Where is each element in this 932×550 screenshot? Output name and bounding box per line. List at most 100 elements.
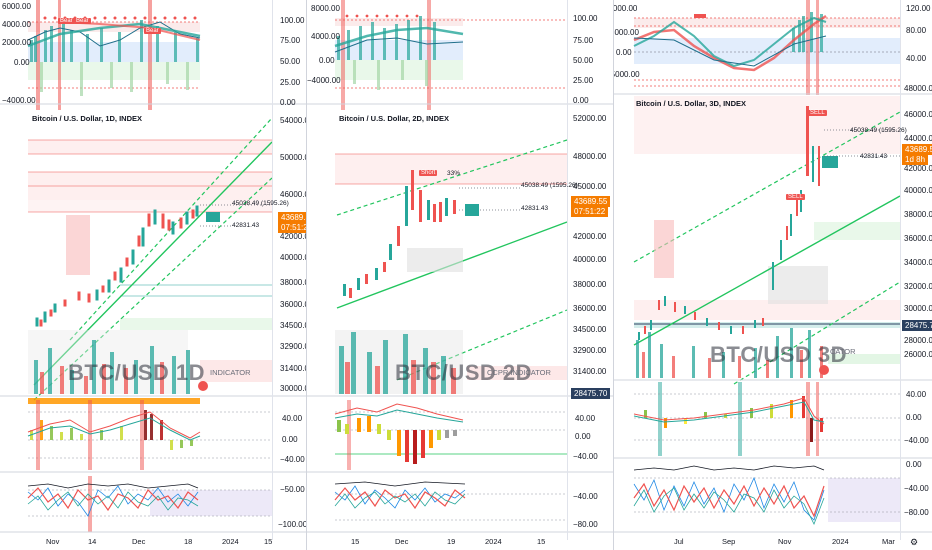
osc-axis-label: −40.00 bbox=[904, 436, 929, 445]
bottom-axis-label: −40.00 bbox=[573, 492, 598, 501]
osc-axis-label: 0.00 bbox=[906, 413, 922, 422]
price-axis-label: 36000.00 bbox=[904, 234, 932, 243]
time-axis-label: Nov bbox=[46, 537, 60, 546]
chart-canvas-1d[interactable] bbox=[0, 0, 306, 550]
settings-gear-icon[interactable]: ⚙ bbox=[910, 537, 919, 547]
top-axis-left-label: 6000.00 bbox=[2, 2, 31, 11]
price-axis-label: 42000.00 bbox=[280, 232, 306, 241]
price-axis-label: 32900.00 bbox=[573, 346, 607, 355]
time-axis-label: 2024 bbox=[485, 537, 502, 546]
price-axis-label: 46000.00 bbox=[280, 190, 306, 199]
symbol-watermark: BTC/USD 2D bbox=[395, 360, 533, 385]
top-axis-right-label: 25.00 bbox=[280, 78, 301, 87]
price-axis-label: 44000.00 bbox=[904, 134, 932, 143]
price-countdown: 07:51:22 bbox=[278, 222, 306, 233]
price-axis-label: 32900.00 bbox=[280, 342, 306, 351]
price-axis-2d[interactable] bbox=[567, 0, 568, 540]
top-axis-right-label: 25.00 bbox=[573, 76, 594, 85]
osc-axis-label: 0.00 bbox=[282, 435, 298, 444]
top-axis-right-label: 120.00 bbox=[906, 4, 931, 13]
top-axis-left-label: 0.00 bbox=[616, 48, 632, 57]
price-axis-label: 34500.00 bbox=[280, 321, 306, 330]
top-axis-right-label: 50.00 bbox=[280, 57, 301, 66]
indicator-label[interactable]: CATOR bbox=[830, 347, 856, 356]
current-price-tag: 43689.55 bbox=[571, 196, 611, 207]
time-axis-label: Jul bbox=[674, 537, 684, 546]
candles-3d bbox=[638, 106, 820, 340]
top-axis-left-label: 0.00 bbox=[319, 56, 335, 65]
signal-badge: SELL bbox=[808, 110, 827, 116]
bottom-axis-label: −50.00 bbox=[280, 485, 305, 494]
time-axis-label: Dec bbox=[132, 537, 146, 546]
time-axis-label: Dec bbox=[395, 537, 409, 546]
bottom-axis-label: −100.00 bbox=[278, 520, 306, 529]
candles-2d bbox=[343, 170, 456, 298]
price-axis-label: 48000.00 bbox=[573, 152, 607, 161]
price-axis-1d[interactable] bbox=[272, 0, 273, 540]
bottom-axis-label: −80.00 bbox=[573, 520, 598, 529]
time-axis-label: 19 bbox=[447, 537, 456, 546]
reference-price-tag: 28475.70 bbox=[571, 388, 611, 399]
price-axis-label: 26000.00 bbox=[904, 350, 932, 359]
current-price-tag: 43689.55 bbox=[278, 212, 306, 223]
price-axis-label: 38000.00 bbox=[904, 210, 932, 219]
time-axis-label: Mar bbox=[882, 537, 895, 546]
chart-canvas-2d[interactable] bbox=[307, 0, 613, 550]
symbol-watermark: BTC/USD 1D bbox=[68, 360, 206, 385]
time-axis-label: 14 bbox=[88, 537, 97, 546]
price-axis-label: 52000.00 bbox=[573, 114, 607, 123]
price-axis-label: 50000.00 bbox=[280, 153, 306, 162]
level-label: 42831.43 bbox=[860, 153, 888, 160]
time-axis-label: 18 bbox=[184, 537, 193, 546]
bottom-axis-label: 0.00 bbox=[906, 460, 922, 469]
price-axis-label: 32000.00 bbox=[904, 282, 932, 291]
current-price-tag: 43689.55 bbox=[902, 144, 932, 155]
price-axis-label: 31400.00 bbox=[573, 367, 607, 376]
chart-panel-3d[interactable]: 10000.00 5000.00 0.00 −5000.00 120.00 80… bbox=[614, 0, 932, 550]
signal-badge: SELL bbox=[786, 194, 805, 200]
top-axis-left-label: 10000.00 bbox=[614, 4, 638, 13]
panel-divider[interactable] bbox=[613, 0, 614, 550]
indicator-label[interactable]: CCPR INDICATOR bbox=[487, 368, 551, 377]
reference-price-tag: 28475.70 bbox=[902, 320, 932, 331]
signal-badge: Bear bbox=[58, 18, 75, 24]
price-axis-label: 46000.00 bbox=[904, 110, 932, 119]
price-axis-label: 28000.00 bbox=[904, 336, 932, 345]
top-axis-left-label: 5000.00 bbox=[614, 28, 639, 37]
chart-panel-2d[interactable]: 8000.00 4000.00 0.00 −4000.00 100.00 75.… bbox=[307, 0, 613, 550]
top-axis-left-label: 4000.00 bbox=[311, 32, 340, 41]
signal-badge: Bear bbox=[74, 18, 91, 24]
price-axis-label: 40000.00 bbox=[280, 253, 306, 262]
candles-1d bbox=[35, 205, 199, 327]
top-axis-right-label: 40.00 bbox=[906, 54, 927, 63]
chart-canvas-3d[interactable] bbox=[614, 0, 932, 550]
chart-legend-title[interactable]: Bitcoin / U.S. Dollar, 3D, INDEX bbox=[636, 99, 747, 108]
price-axis-label: 30000.00 bbox=[904, 304, 932, 313]
panel-divider[interactable] bbox=[306, 0, 307, 550]
level-label: 45038.49 (1595.26) bbox=[521, 182, 578, 189]
top-axis-left-label: −4000.00 bbox=[307, 76, 341, 85]
bottom-axis-label: −40.00 bbox=[904, 484, 929, 493]
chart-legend-title[interactable]: Bitcoin / U.S. Dollar, 2D, INDEX bbox=[339, 114, 450, 123]
top-axis-right-label: 80.00 bbox=[906, 26, 927, 35]
chart-legend-title[interactable]: Bitcoin / U.S. Dollar, 1D, INDEX bbox=[32, 114, 143, 123]
indicator-label[interactable]: INDICATOR bbox=[210, 368, 251, 377]
top-axis-left-label: 0.00 bbox=[14, 58, 30, 67]
top-axis-right-label: 0.00 bbox=[280, 98, 296, 107]
price-axis-3d[interactable] bbox=[900, 0, 901, 540]
top-axis-left-label: −5000.00 bbox=[614, 70, 640, 79]
price-axis-label: 36000.00 bbox=[280, 300, 306, 309]
price-axis-label: 45000.00 bbox=[573, 182, 607, 191]
osc-axis-label: 40.00 bbox=[906, 390, 927, 399]
top-axis-right-label: 75.00 bbox=[280, 36, 301, 45]
price-axis-label: 38000.00 bbox=[280, 278, 306, 287]
top-axis-right-label: 50.00 bbox=[573, 56, 594, 65]
price-axis-label: 40000.00 bbox=[904, 186, 932, 195]
top-axis-left-label: 8000.00 bbox=[311, 4, 340, 13]
price-countdown: 1d 8h bbox=[902, 154, 929, 165]
price-axis-label: 34000.00 bbox=[904, 258, 932, 267]
price-axis-label: 42000.00 bbox=[573, 232, 607, 241]
top-axis-right-label: 100.00 bbox=[573, 14, 598, 23]
top-axis-left-label: 2000.00 bbox=[2, 38, 31, 47]
chart-panel-1d[interactable]: 6000.00 4000.00 2000.00 0.00 −4000.00 10… bbox=[0, 0, 306, 550]
